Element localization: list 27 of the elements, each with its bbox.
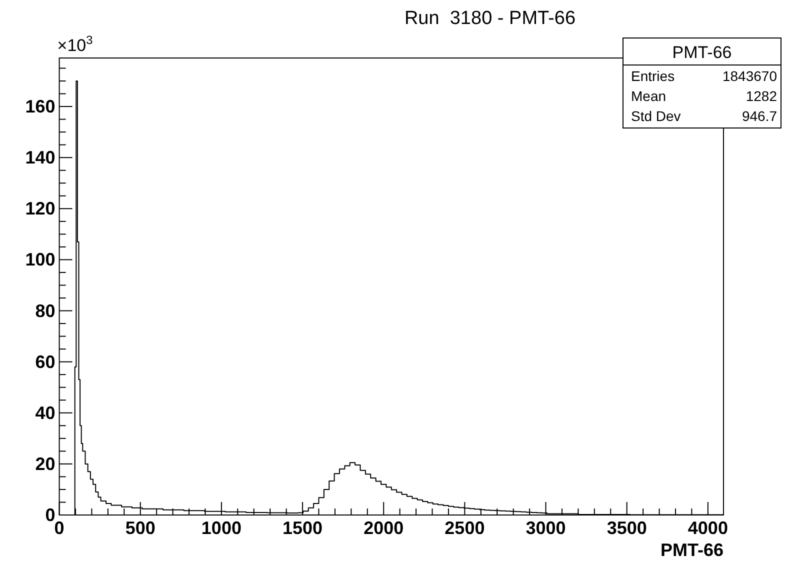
y-tick-label: 80 xyxy=(35,300,56,321)
y-tick-label: 0 xyxy=(45,505,56,525)
y-tick-label: 140 xyxy=(25,148,56,168)
text: 1282 xyxy=(746,88,778,104)
x-tick-label: 3000 xyxy=(526,518,566,538)
x-tick-label: 4000 xyxy=(688,518,728,538)
text: 946.7 xyxy=(742,108,778,124)
y-tick-label: 120 xyxy=(25,198,56,219)
annotation: Mean xyxy=(631,88,666,104)
x-tick-label: 500 xyxy=(125,518,156,538)
annotation: Entries xyxy=(631,68,675,84)
x-tick-label: 1500 xyxy=(282,518,323,538)
y-tick-label: 40 xyxy=(35,402,56,423)
annotation: PMT-66 xyxy=(672,43,732,62)
text: ×10$^{3}$ xyxy=(57,33,94,55)
annotation: Std Dev xyxy=(631,108,681,124)
y-tick-label: 20 xyxy=(35,454,56,474)
x-tick-label: 2500 xyxy=(444,518,485,538)
annotation: 1843670 xyxy=(722,68,778,84)
y-tick-label: 60 xyxy=(35,352,56,372)
x-axis-title: PMT-66 xyxy=(660,540,724,560)
x-tick-label: 1000 xyxy=(201,518,242,538)
chart-title: Run 3180 - PMT-66 xyxy=(404,8,576,29)
x-tick-label: 2000 xyxy=(364,518,404,538)
y-tick-label: 160 xyxy=(25,96,56,117)
x-tick-label: 3500 xyxy=(606,518,647,538)
y-tick-label: 100 xyxy=(25,250,56,270)
